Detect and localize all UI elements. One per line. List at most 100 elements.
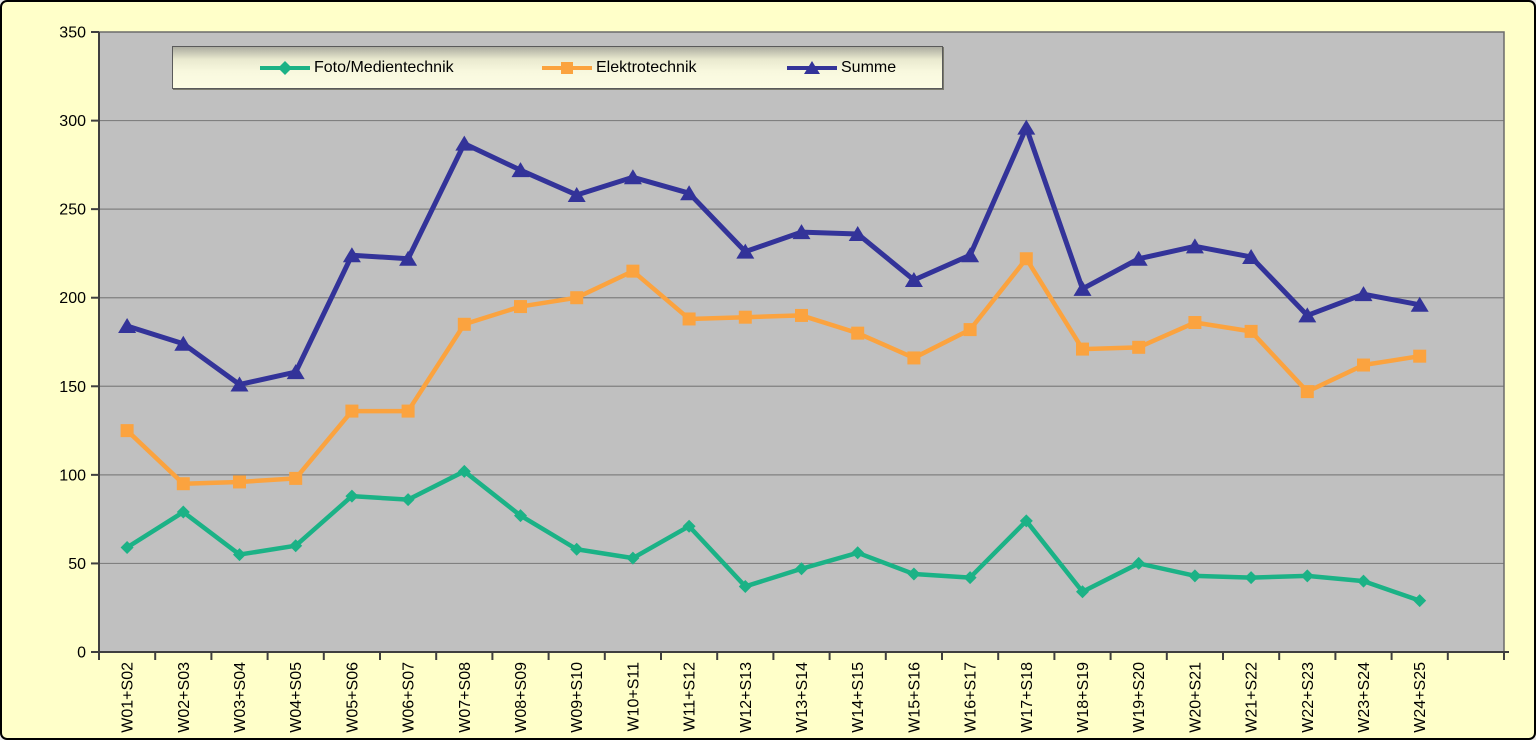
x-tick-label: W14+S15 xyxy=(850,662,867,733)
triangle-marker xyxy=(1185,238,1204,254)
y-tick-label: 0 xyxy=(77,645,86,662)
x-tick-label: W18+S19 xyxy=(1075,662,1092,733)
x-tick-label: W22+S23 xyxy=(1300,662,1317,733)
legend-item-elektrotechnik: Elektrotechnik xyxy=(540,47,697,88)
triangle-marker xyxy=(511,162,530,178)
diamond-marker xyxy=(233,548,246,562)
legend-label: Foto/Medientechnik xyxy=(314,58,454,76)
square-marker xyxy=(345,404,359,418)
square-marker xyxy=(514,300,527,314)
y-tick-label: 100 xyxy=(59,467,86,484)
diamond-marker xyxy=(795,562,808,576)
diamond-marker xyxy=(1188,569,1202,583)
triangle-marker xyxy=(1354,286,1373,302)
y-tick-label: 50 xyxy=(68,556,86,573)
triangle-marker xyxy=(792,224,811,240)
square-marker xyxy=(851,326,865,340)
triangle-marker xyxy=(736,243,755,259)
triangle-marker xyxy=(623,169,642,185)
x-tick-label: W16+S17 xyxy=(963,662,980,733)
square-marker xyxy=(795,308,808,322)
square-marker xyxy=(1413,349,1427,363)
x-tick-label: W08+S09 xyxy=(513,662,530,733)
series-line-triangle xyxy=(126,125,1421,388)
triangle-marker xyxy=(342,247,361,263)
triangle-marker xyxy=(1129,250,1148,266)
legend-marker-triangle-icon xyxy=(787,60,837,74)
legend-marker-square-icon xyxy=(542,61,592,74)
triangle-marker xyxy=(904,272,923,287)
x-tick-label: W05+S06 xyxy=(344,662,361,733)
triangle-marker xyxy=(1410,296,1429,312)
square-marker xyxy=(1076,342,1089,356)
x-tick-label: W09+S10 xyxy=(569,662,586,733)
square-marker xyxy=(457,317,471,331)
x-tick-label: W03+S04 xyxy=(232,662,249,733)
square-marker xyxy=(1357,358,1370,372)
chart-legend: Foto/Medientechnik Elektrotechnik Summe xyxy=(172,46,943,89)
diamond-marker xyxy=(1019,514,1033,528)
triangle-marker xyxy=(455,135,474,151)
triangle-marker xyxy=(174,335,193,351)
diamond-marker xyxy=(120,540,134,554)
series-line-diamond xyxy=(125,469,1421,603)
x-tick-label: W04+S05 xyxy=(288,662,305,733)
diamond-marker xyxy=(1076,585,1089,599)
square-marker xyxy=(401,404,415,418)
legend-item-summe: Summe xyxy=(785,47,896,88)
square-marker xyxy=(233,475,246,489)
legend-label: Elektrotechnik xyxy=(596,58,697,76)
square-marker xyxy=(1019,252,1033,266)
x-tick-label: W06+S07 xyxy=(401,662,418,733)
triangle-marker xyxy=(1017,119,1036,135)
triangle-marker xyxy=(848,225,867,241)
diamond-marker xyxy=(457,464,471,478)
square-marker xyxy=(570,291,584,305)
triangle-marker xyxy=(399,250,418,266)
square-marker xyxy=(738,310,752,324)
triangle-marker xyxy=(961,247,980,263)
x-tick-label: W23+S24 xyxy=(1356,662,1373,733)
x-tick-label: W19+S20 xyxy=(1131,662,1148,733)
square-marker xyxy=(1132,340,1146,354)
diamond-marker xyxy=(289,539,303,553)
diamond-marker xyxy=(176,505,190,519)
x-tick-label: W11+S12 xyxy=(682,662,699,732)
diamond-marker xyxy=(1357,574,1370,588)
diamond-marker xyxy=(1244,571,1258,585)
diamond-marker xyxy=(626,551,640,565)
y-tick-label: 300 xyxy=(59,113,86,130)
x-tick-label: W13+S14 xyxy=(794,662,811,733)
diamond-marker xyxy=(851,546,865,560)
diamond-marker xyxy=(738,579,752,593)
legend-label: Summe xyxy=(841,58,897,76)
triangle-marker xyxy=(230,376,249,392)
square-marker xyxy=(626,264,640,278)
x-tick-label: W12+S13 xyxy=(738,662,755,733)
square-marker xyxy=(907,351,921,365)
triangle-marker xyxy=(1298,307,1317,323)
triangle-marker xyxy=(680,185,699,201)
y-tick-label: 350 xyxy=(59,25,86,42)
square-marker xyxy=(1188,316,1202,330)
y-tick-label: 200 xyxy=(59,290,86,307)
square-marker xyxy=(176,477,190,491)
y-tick-label: 250 xyxy=(59,202,86,219)
x-tick-label: W07+S08 xyxy=(457,662,474,733)
square-marker xyxy=(120,424,134,438)
diamond-marker xyxy=(1300,569,1314,583)
diamond-marker xyxy=(1132,556,1146,570)
square-marker xyxy=(1300,385,1314,399)
diamond-marker xyxy=(1413,594,1427,608)
y-tick-label: 150 xyxy=(59,379,86,396)
x-tick-label: W17+S18 xyxy=(1019,662,1036,733)
x-tick-label: W02+S03 xyxy=(176,662,193,733)
triangle-marker xyxy=(1242,248,1261,264)
square-marker xyxy=(289,471,303,485)
x-tick-label: W10+S11 xyxy=(625,662,642,732)
triangle-marker xyxy=(118,318,137,334)
series-line-square xyxy=(125,256,1421,486)
square-marker xyxy=(1244,324,1258,338)
